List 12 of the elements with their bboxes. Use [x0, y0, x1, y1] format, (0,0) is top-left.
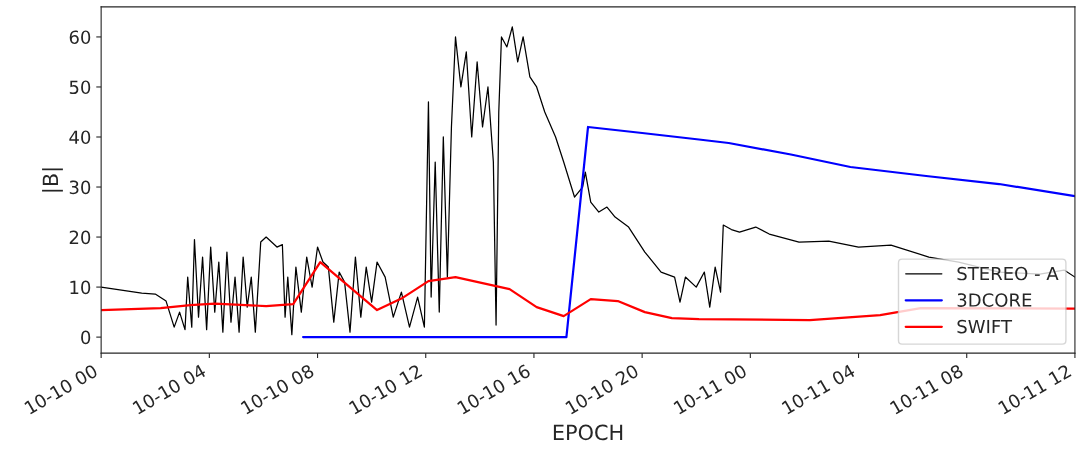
legend-label: STEREO - A [957, 266, 1059, 281]
x-axis-title: EPOCH [553, 424, 623, 441]
y-tick-label: 40 [69, 130, 91, 145]
y-tick-label: 20 [69, 230, 91, 245]
y-tick-label: 50 [69, 80, 91, 95]
y-tick-label: 30 [69, 180, 91, 195]
y-tick-label: 0 [81, 330, 91, 345]
y-tick-label: 10 [70, 280, 91, 295]
y-tick-label: 60 [69, 30, 91, 45]
y-axis-title: |B| [42, 168, 63, 192]
legend-label: 3DCORE [957, 293, 1032, 307]
legend-label: SWIFT [957, 319, 1013, 334]
